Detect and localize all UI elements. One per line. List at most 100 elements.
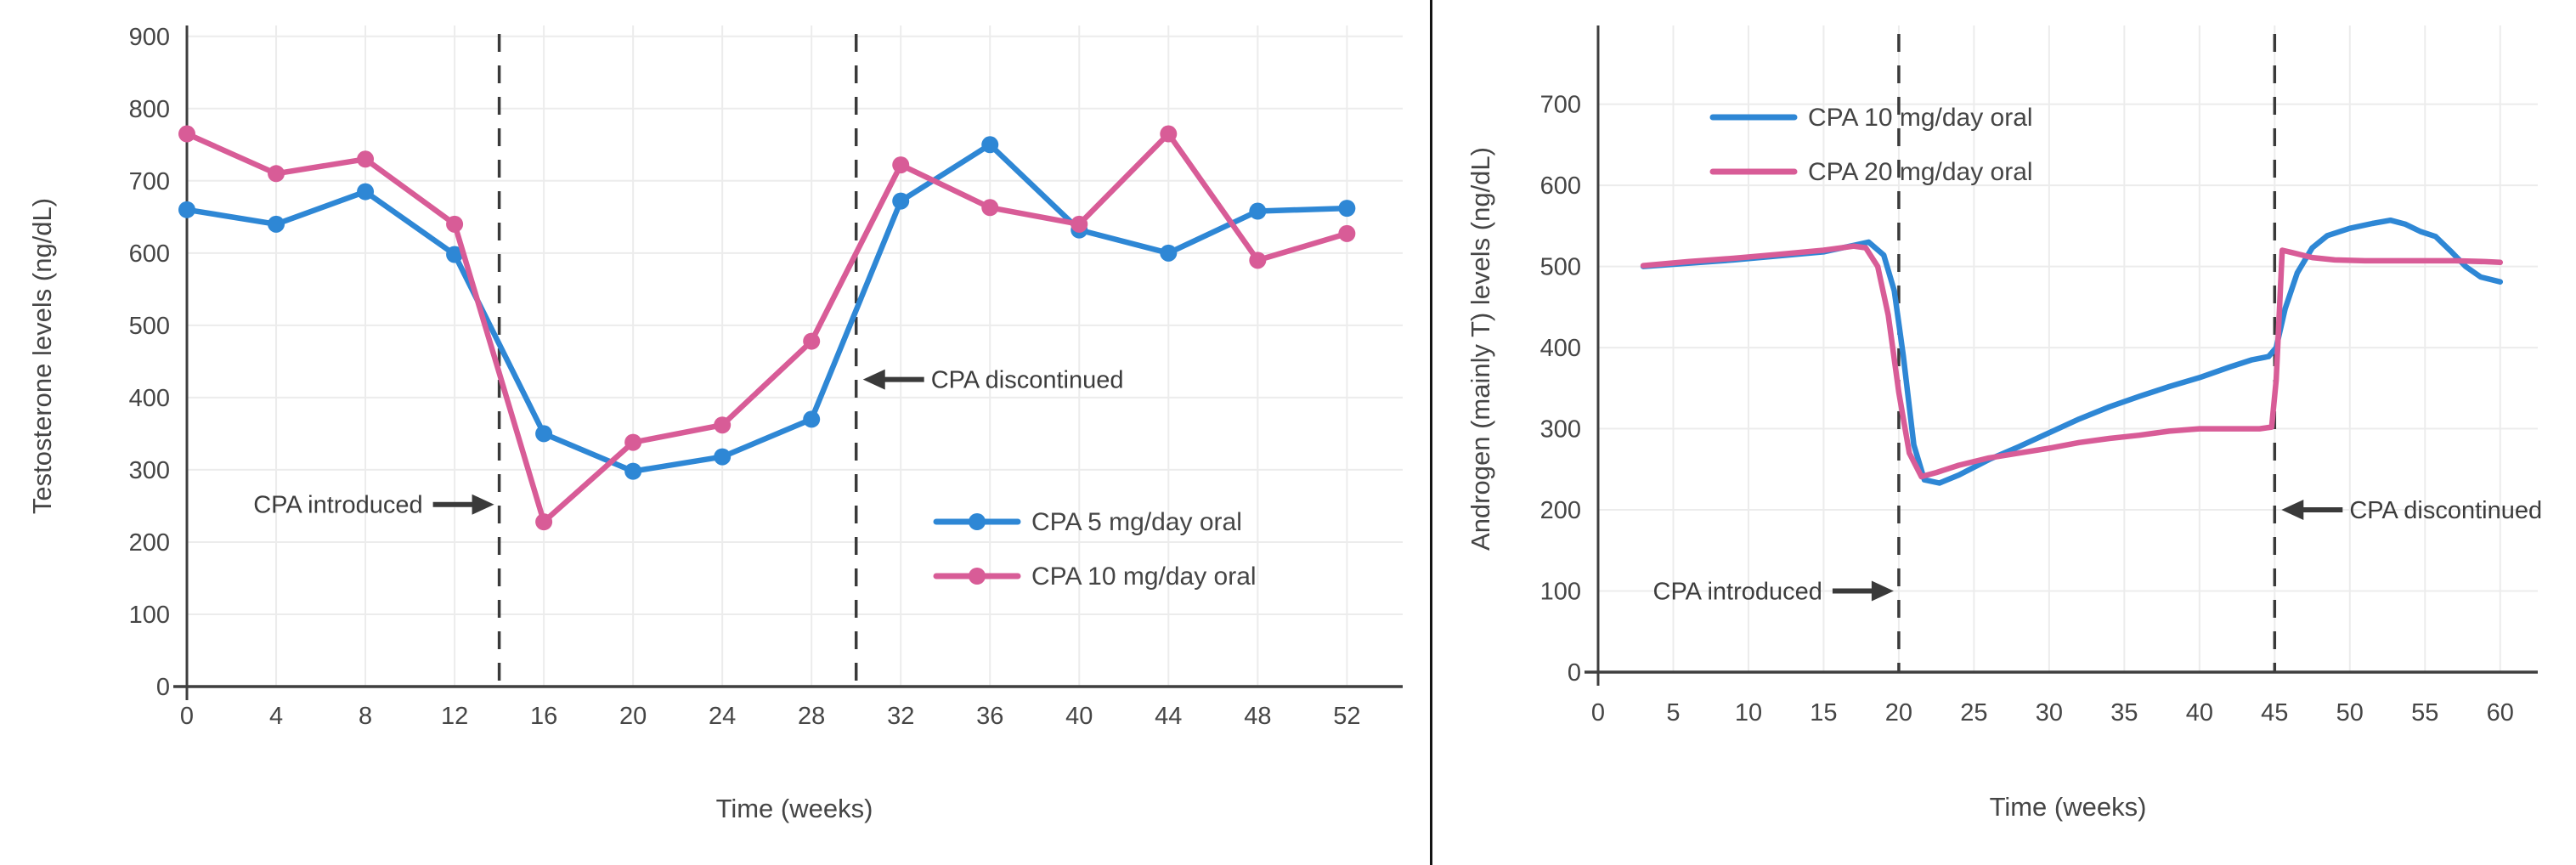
data-point-marker [1249,252,1267,269]
data-point-marker [803,410,821,428]
y-tick-label: 900 [129,24,170,51]
legend: CPA 10 mg/day oral CPA 20 mg/day oral [1709,104,2033,186]
data-point-marker [1249,202,1267,220]
y-tick-label: 100 [1540,579,1581,606]
data-point-marker [535,425,553,443]
x-tick-label: 28 [798,703,825,730]
annotation-text: CPA discontinued [931,367,1124,394]
x-tick-label: 48 [1244,703,1271,730]
right-arrow-icon [472,494,494,515]
x-axis-title: Time (weeks) [1990,792,2147,822]
legend-entry-label: CPA 20 mg/day oral [1808,158,2033,186]
x-tick-label: 4 [269,703,283,730]
y-axis-title: Androgen (mainly T) levels (ng/dL) [1466,147,1495,551]
x-tick-label: 16 [530,703,557,730]
y-tick-label: 400 [1540,335,1581,362]
data-point-marker [981,199,999,217]
gridlines [1598,25,2538,672]
x-tick-label: 36 [976,703,1003,730]
x-tick-label: 30 [2036,699,2063,726]
y-tick-label: 700 [129,168,170,195]
y-tick-label: 0 [1568,659,1581,687]
y-tick-label: 800 [129,96,170,123]
gridlines [187,25,1403,687]
data-point-marker [178,201,195,218]
y-tick-label: 500 [129,313,170,340]
legend-entry-label: CPA 10 mg/day oral [1808,104,2033,132]
data-point-marker [714,448,732,466]
y-tick-label: 500 [1540,254,1581,281]
data-point-marker [446,215,464,233]
y-tick-label: 0 [156,674,170,701]
x-tick-label: 5 [1666,699,1680,726]
x-tick-label: 20 [1885,699,1912,726]
series-line [1640,243,2504,480]
data-point-marker [268,215,285,233]
x-tick-label: 15 [1810,699,1837,726]
x-axis-title: Time (weeks) [716,794,873,823]
y-tick-label: 600 [1540,172,1581,200]
data-point-marker [624,462,642,480]
legend-entry-label: CPA 10 mg/day oral [1031,563,1257,591]
data-point-marker [892,156,910,174]
annotation-text: CPA introduced [253,492,422,519]
y-tick-label: 200 [129,529,170,557]
series-line [184,131,1350,525]
left-arrow-icon [2281,500,2304,521]
data-point-marker [1338,200,1356,218]
x-tick-label: 10 [1735,699,1762,726]
data-point-marker [981,136,999,154]
data-point-marker [357,183,375,201]
annotation-text: CPA introduced [1653,579,1822,606]
data-point-marker [624,433,642,451]
x-tick-label: 45 [2261,699,2288,726]
data-point-marker [178,125,195,143]
annotation: CPA introduced [1653,579,1894,606]
data-point-marker [714,416,732,434]
x-tick-label: 24 [709,703,736,730]
legend-entry-label: CPA 5 mg/day oral [1031,508,1242,536]
data-point-marker [1160,244,1178,262]
x-tick-label: 52 [1333,703,1360,730]
x-tick-label: 12 [441,703,468,730]
data-point-marker [1071,215,1088,233]
androgen-chart-panel: 0 100 200 300 400 500 600 700 0 5 10 15 20 25 30 35 40 45… [1432,0,2576,865]
x-tick-label: 40 [2186,699,2213,726]
right-arrow-icon [1871,580,1894,602]
x-tick-label: 55 [2411,699,2438,726]
x-tick-label: 40 [1065,703,1093,730]
legend-marker-dot [969,568,986,585]
legend: CPA 5 mg/day oral CPA 10 mg/day oral [933,508,1257,591]
androgen-chart: 0 100 200 300 400 500 600 700 0 5 10 15 20 25 30 35 40 45… [1466,25,2542,822]
data-point-marker [803,332,821,350]
x-tick-label: 32 [887,703,914,730]
y-tick-label: 700 [1540,92,1581,119]
x-tick-label: 60 [2487,699,2514,726]
data-point-marker [892,192,910,210]
panel-divider [1430,0,1432,865]
annotation: CPA discontinued [2281,497,2542,524]
left-arrow-icon [862,369,885,390]
x-tick-label: 50 [2336,699,2364,726]
x-tick-label: 44 [1155,703,1182,730]
y-tick-label: 400 [129,385,170,412]
annotation: CPA introduced [253,492,494,519]
y-tick-label: 300 [1540,416,1581,444]
data-point-marker [357,150,375,168]
axes [1585,25,2538,686]
data-point-marker [446,246,464,263]
y-tick-label: 600 [129,240,170,268]
x-tick-label: 20 [619,703,647,730]
legend-marker-dot [969,513,986,530]
x-tick-label: 25 [1960,699,1987,726]
x-tick-label: 8 [359,703,372,730]
y-tick-label: 100 [129,602,170,629]
data-point-marker [535,513,553,531]
x-tick-label: 0 [1591,699,1605,726]
y-tick-label: 300 [129,457,170,484]
y-tick-label: 200 [1540,497,1581,524]
data-point-marker [1338,224,1356,242]
annotation-text: CPA discontinued [2349,497,2542,524]
